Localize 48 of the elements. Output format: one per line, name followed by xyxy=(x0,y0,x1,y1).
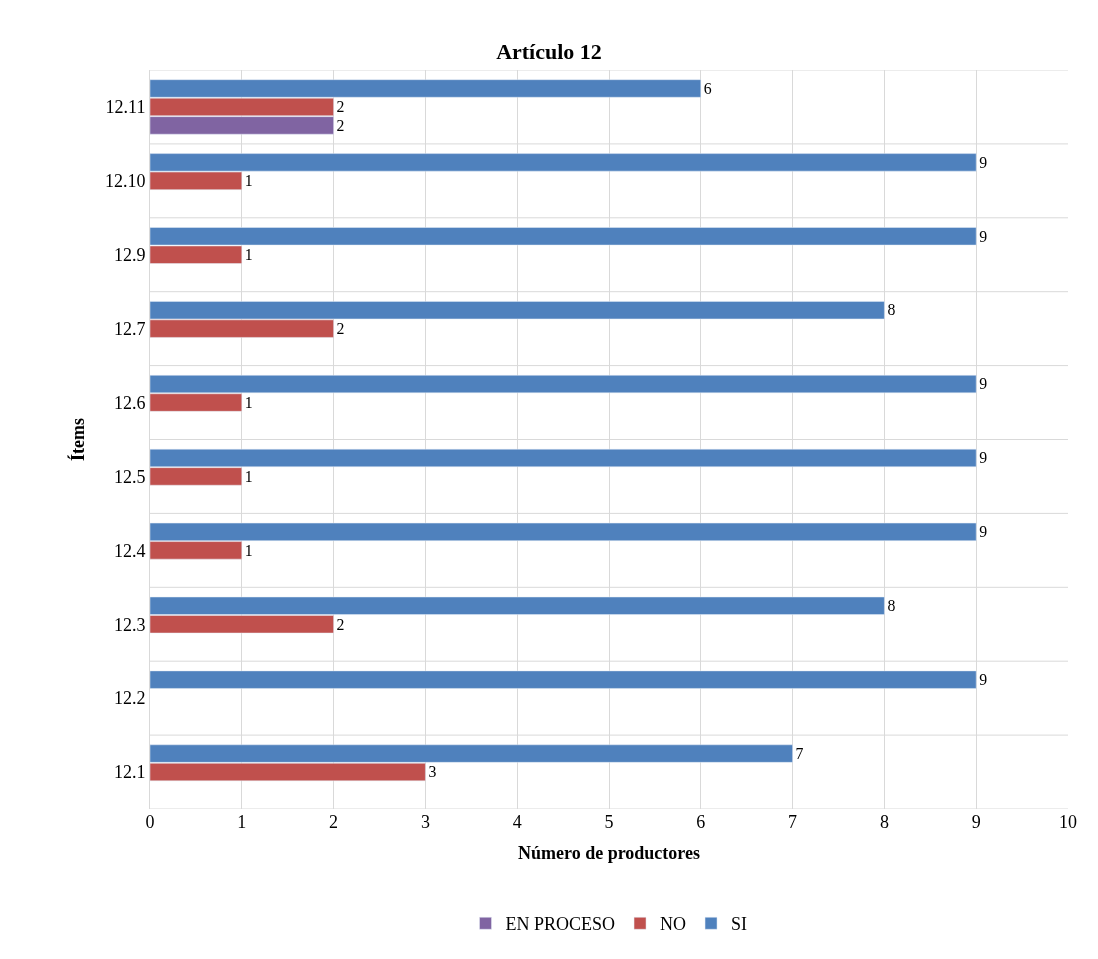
x-tick-label: 7 xyxy=(788,812,798,832)
legend-label: NO xyxy=(660,914,687,935)
data-label: 1 xyxy=(244,541,253,559)
y-axis-title: Ítems xyxy=(67,418,89,461)
data-label: 9 xyxy=(979,153,988,171)
data-label: 8 xyxy=(887,301,896,319)
bar xyxy=(150,670,977,689)
data-label: 2 xyxy=(336,615,345,633)
data-label: 2 xyxy=(336,98,345,116)
data-label: 9 xyxy=(979,227,988,245)
chart-title: Artículo 12 xyxy=(496,38,602,64)
data-label: 1 xyxy=(244,393,253,411)
data-label: 8 xyxy=(887,597,896,615)
data-label: 6 xyxy=(703,79,712,97)
data-label: 1 xyxy=(244,246,253,264)
x-tick-label: 10 xyxy=(1059,812,1077,832)
x-tick-label: 9 xyxy=(971,812,981,832)
x-axis-title: Número de productores xyxy=(518,843,700,864)
data-label: 9 xyxy=(979,375,988,393)
y-tick-label: 12.7 xyxy=(113,318,146,339)
y-tick-label: 12.4 xyxy=(113,540,146,561)
data-label: 1 xyxy=(244,467,253,485)
data-label: 7 xyxy=(795,744,804,762)
x-tick-label: 3 xyxy=(420,812,430,832)
y-tick-label: 12.11 xyxy=(105,97,146,118)
x-tick-label: 0 xyxy=(145,812,155,832)
data-label: 2 xyxy=(336,319,345,337)
data-label: 3 xyxy=(428,763,437,781)
y-tick-label: 12.1 xyxy=(113,762,146,783)
x-tick-label: 6 xyxy=(696,812,706,832)
data-label: 9 xyxy=(979,670,988,688)
x-tick-label: 8 xyxy=(879,812,889,832)
y-tick-label: 12.2 xyxy=(113,688,146,709)
data-label: 2 xyxy=(336,116,345,134)
x-tick-label: 5 xyxy=(604,812,614,832)
y-tick-label: 12.10 xyxy=(104,171,146,192)
x-tick-label: 2 xyxy=(329,812,339,832)
x-tick-label: 4 xyxy=(512,812,522,832)
x-tick-label: 1 xyxy=(237,812,247,832)
data-label: 9 xyxy=(979,449,988,467)
y-tick-label: 12.3 xyxy=(113,614,146,635)
y-tick-label: 12.6 xyxy=(113,392,146,413)
y-tick-label: 12.9 xyxy=(113,245,146,266)
legend-label: SI xyxy=(731,914,748,935)
data-label: 1 xyxy=(244,172,253,190)
data-label: 9 xyxy=(979,523,988,541)
y-tick-label: 12.5 xyxy=(113,466,146,487)
legend-label: EN PROCESO xyxy=(505,914,616,935)
